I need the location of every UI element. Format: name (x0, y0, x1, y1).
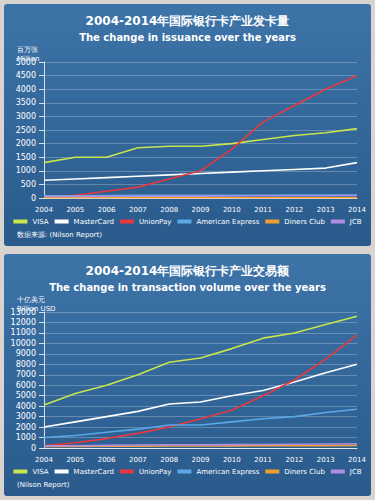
svg-text:2004-2014年国际银行卡产业交易额: 2004-2014年国际银行卡产业交易额 (86, 264, 291, 278)
svg-text:VISA: VISA (32, 468, 48, 476)
svg-text:1000: 1000 (16, 433, 36, 442)
svg-text:2011: 2011 (254, 206, 272, 214)
svg-text:7000: 7000 (16, 370, 36, 379)
svg-text:3500: 3500 (16, 98, 36, 107)
svg-text:2009: 2009 (192, 206, 210, 214)
svg-text:American Express: American Express (196, 218, 259, 226)
svg-text:2004: 2004 (35, 206, 53, 214)
svg-text:2005: 2005 (66, 206, 84, 214)
svg-text:4500: 4500 (16, 71, 36, 80)
svg-text:500: 500 (21, 180, 36, 189)
svg-text:2012: 2012 (285, 206, 303, 214)
svg-text:十亿美元: 十亿美元 (17, 296, 45, 304)
svg-text:(Nilson Report): (Nilson Report) (17, 481, 70, 489)
svg-text:百万张: 百万张 (17, 46, 38, 54)
svg-text:2011: 2011 (254, 456, 272, 464)
svg-text:2008: 2008 (160, 456, 178, 464)
svg-text:2004: 2004 (35, 456, 53, 464)
svg-text:2004-2014年国际银行卡产业发卡量: 2004-2014年国际银行卡产业发卡量 (86, 14, 290, 28)
svg-text:Billion USD: Billion USD (17, 305, 55, 313)
svg-text:0: 0 (31, 194, 36, 203)
svg-text:9000: 9000 (16, 349, 36, 358)
svg-text:4000: 4000 (16, 85, 36, 94)
svg-text:3000: 3000 (16, 412, 36, 421)
svg-text:2009: 2009 (192, 456, 210, 464)
svg-text:Diners Club: Diners Club (284, 218, 325, 226)
svg-text:JCB: JCB (349, 468, 362, 476)
svg-text:MasterCard: MasterCard (74, 468, 114, 476)
svg-text:2000: 2000 (16, 139, 36, 148)
svg-text:2014: 2014 (348, 206, 366, 214)
svg-text:2008: 2008 (160, 206, 178, 214)
svg-text:0: 0 (31, 444, 36, 453)
svg-text:American Express: American Express (196, 468, 259, 476)
svg-text:数据来源: (Nilson Report): 数据来源: (Nilson Report) (17, 231, 102, 239)
svg-text:1000: 1000 (16, 166, 36, 175)
svg-text:8000: 8000 (16, 360, 36, 369)
svg-text:2013: 2013 (317, 206, 335, 214)
svg-text:5000: 5000 (16, 391, 36, 400)
svg-text:2500: 2500 (16, 126, 36, 135)
svg-text:2000: 2000 (16, 423, 36, 432)
svg-text:MasterCard: MasterCard (74, 218, 114, 226)
svg-text:Diners Club: Diners Club (284, 468, 325, 476)
svg-text:UnionPay: UnionPay (139, 218, 172, 226)
svg-text:UnionPay: UnionPay (139, 468, 172, 476)
svg-text:JCB: JCB (349, 218, 362, 226)
svg-text:2006: 2006 (98, 206, 116, 214)
svg-text:1500: 1500 (16, 153, 36, 162)
svg-text:4000: 4000 (16, 402, 36, 411)
svg-text:12000: 12000 (11, 318, 36, 327)
svg-text:2013: 2013 (317, 456, 335, 464)
svg-text:The change in issuance over th: The change in issuance over the years (79, 32, 296, 43)
svg-text:2007: 2007 (129, 456, 147, 464)
svg-text:2007: 2007 (129, 206, 147, 214)
svg-text:VISA: VISA (32, 218, 48, 226)
svg-text:6000: 6000 (16, 381, 36, 390)
svg-text:2012: 2012 (285, 456, 303, 464)
svg-text:3000: 3000 (16, 112, 36, 121)
svg-text:2014: 2014 (348, 456, 366, 464)
svg-text:2006: 2006 (98, 456, 116, 464)
svg-text:10000: 10000 (11, 339, 36, 348)
svg-text:2010: 2010 (223, 206, 241, 214)
svg-text:2005: 2005 (66, 456, 84, 464)
svg-text:11000: 11000 (11, 328, 36, 337)
svg-text:Million: Million (17, 55, 40, 63)
svg-text:2010: 2010 (223, 456, 241, 464)
svg-text:The change in transaction volu: The change in transaction volume over th… (49, 282, 326, 293)
